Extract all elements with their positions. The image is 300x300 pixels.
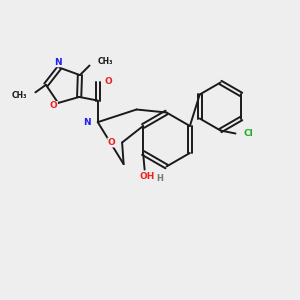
Text: N: N: [83, 118, 91, 127]
Text: O: O: [50, 101, 58, 110]
Text: OH: OH: [139, 172, 155, 181]
Text: CH₃: CH₃: [12, 91, 27, 100]
Text: O: O: [104, 77, 112, 86]
Text: Cl: Cl: [244, 129, 254, 138]
Text: O: O: [108, 138, 116, 147]
Text: H: H: [156, 174, 163, 183]
Text: CH₃: CH₃: [98, 57, 113, 66]
Text: N: N: [54, 58, 62, 67]
